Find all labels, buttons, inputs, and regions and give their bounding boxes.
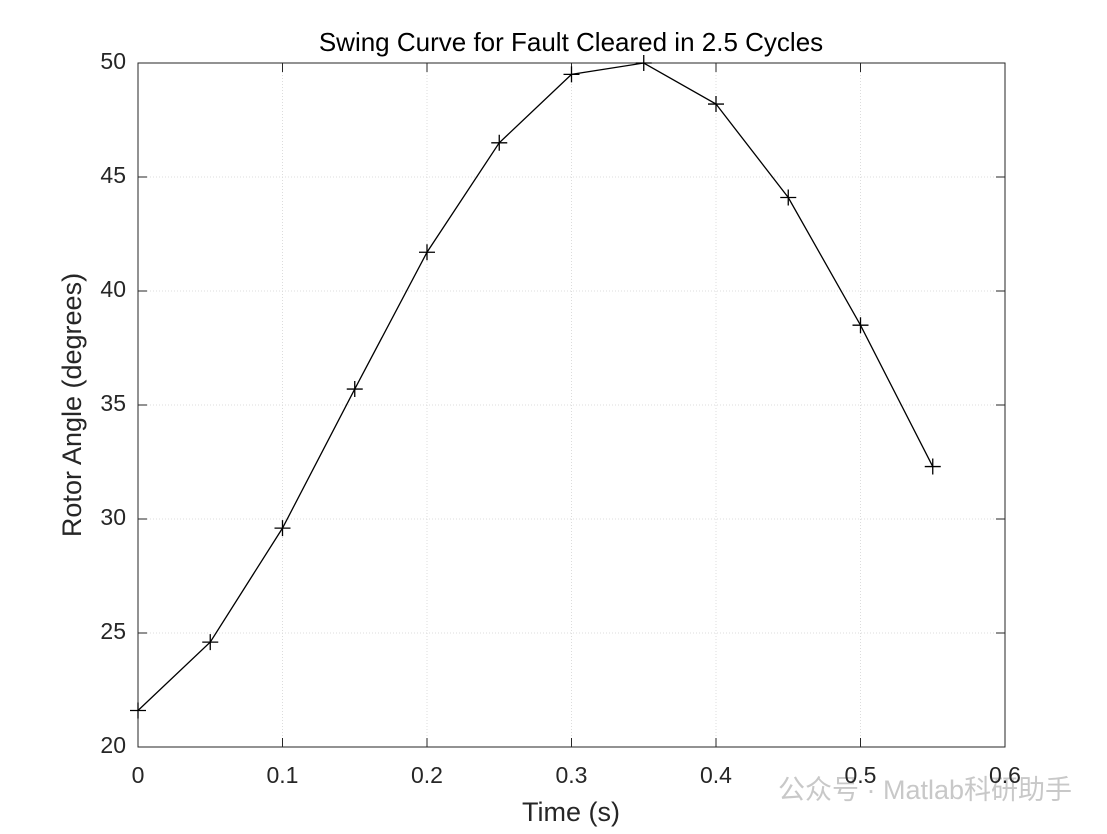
marker <box>274 520 291 537</box>
x-tick-label: 0 <box>132 762 145 788</box>
marker <box>491 134 508 151</box>
y-tick-label: 35 <box>100 390 126 416</box>
marker <box>419 244 435 261</box>
marker <box>852 317 869 334</box>
marker <box>708 96 724 113</box>
marker <box>202 634 219 651</box>
marker <box>563 66 580 83</box>
x-tick-label: 0.2 <box>411 762 443 788</box>
marker <box>924 458 941 475</box>
x-tick-label: 0.3 <box>556 762 588 788</box>
chart-title: Swing Curve for Fault Cleared in 2.5 Cyc… <box>319 27 823 57</box>
x-tick-label: 0.6 <box>989 762 1021 788</box>
marker <box>635 55 652 71</box>
y-axis-label: Rotor Angle (degrees) <box>57 273 87 537</box>
x-axis-label: Time (s) <box>522 797 620 827</box>
x-tick-label: 0.1 <box>267 762 299 788</box>
x-tick-label: 0.4 <box>700 762 732 788</box>
watermark: 公众号 · Matlab科研助手 <box>778 775 1072 805</box>
x-tick-label: 0.5 <box>845 762 877 788</box>
plot-frame <box>137 62 1006 748</box>
marker <box>780 189 797 206</box>
y-tick-label: 25 <box>100 618 126 644</box>
y-tick-label: 40 <box>100 276 126 302</box>
y-tick-label: 50 <box>100 48 126 74</box>
marker <box>346 381 363 398</box>
line <box>137 62 934 711</box>
marker <box>130 702 146 719</box>
y-tick-label: 30 <box>100 504 126 530</box>
y-tick-label: 20 <box>100 732 126 758</box>
y-tick-label: 45 <box>100 162 126 188</box>
